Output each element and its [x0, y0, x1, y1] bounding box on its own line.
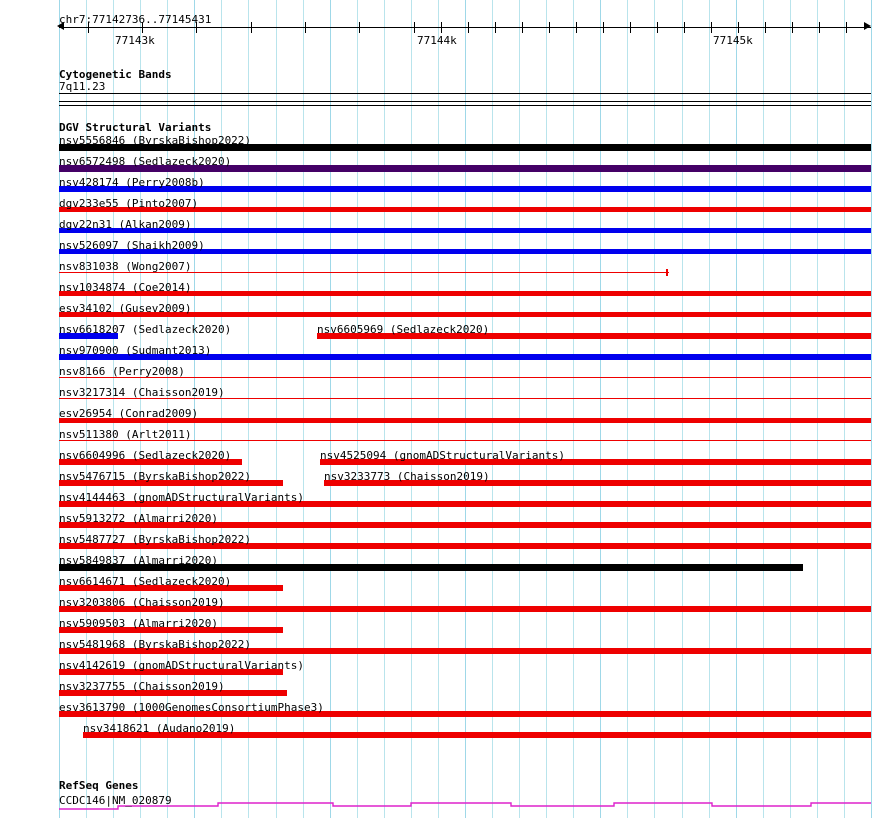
section-divider-bottom	[59, 105, 871, 106]
variant-label[interactable]: nsv5556846 (ByrskaBishop2022)	[59, 134, 252, 147]
variant-label[interactable]: nsv4144463 (gnomADStructuralVariants)	[59, 491, 305, 504]
variant-label[interactable]: nsv4142619 (gnomADStructuralVariants)	[59, 659, 305, 672]
variant-label[interactable]: esv26954 (Conrad2009)	[59, 407, 199, 420]
variant-label[interactable]: nsv428174 (Perry2008b)	[59, 176, 205, 189]
ruler-tick	[441, 22, 442, 33]
variant-label[interactable]: nsv3217314 (Chaisson2019)	[59, 386, 225, 399]
variant-bar[interactable]	[59, 480, 283, 486]
section-divider-top	[59, 101, 871, 102]
ruler-tick	[819, 22, 820, 33]
ruler-tick-label: 77145k	[713, 34, 753, 47]
ruler-tick	[846, 22, 847, 33]
variant-label[interactable]: nsv5481968 (ByrskaBishop2022)	[59, 638, 252, 651]
variant-label[interactable]: nsv6572498 (Sedlazeck2020)	[59, 155, 232, 168]
variant-label[interactable]: nsv526097 (Shaikh2009)	[59, 239, 205, 252]
variant-label[interactable]: nsv6618207 (Sedlazeck2020)	[59, 323, 232, 336]
variant-bar[interactable]	[59, 669, 283, 675]
ruler-tick	[196, 22, 197, 33]
gene-model-track[interactable]	[0, 795, 890, 818]
variant-bar[interactable]	[83, 732, 871, 738]
variant-endpoint-tick	[666, 269, 668, 276]
refseq-gene-label: CCDC146|NM_020879	[59, 794, 172, 807]
variant-label[interactable]: nsv3233773 (Chaisson2019)	[324, 470, 490, 483]
cytogenetic-band-label: 7q11.23	[59, 80, 106, 93]
ruler-tick	[468, 22, 469, 33]
variant-label[interactable]: nsv5913272 (Almarri2020)	[59, 512, 218, 525]
variant-label[interactable]: nsv5909503 (Almarri2020)	[59, 617, 218, 630]
ruler-axis-line	[59, 27, 871, 28]
variant-label[interactable]: nsv6604996 (Sedlazeck2020)	[59, 449, 232, 462]
cytogenetic-bands-title: Cytogenetic Bands	[59, 68, 172, 81]
refseq-genes-title: RefSeq Genes	[59, 779, 139, 792]
ruler-left-arrow-icon	[57, 22, 64, 30]
ruler-tick	[711, 22, 712, 33]
locus-coordinate-label: chr7:77142736..77145431	[59, 13, 212, 26]
ruler-tick	[630, 22, 631, 33]
variant-bar[interactable]	[59, 564, 803, 571]
variant-label[interactable]: nsv5476715 (ByrskaBishop2022)	[59, 470, 252, 483]
variant-label[interactable]: nsv3237755 (Chaisson2019)	[59, 680, 225, 693]
variant-label[interactable]: nsv1034874 (Coe2014)	[59, 281, 192, 294]
variant-label[interactable]: dgv233e55 (Pinto2007)	[59, 197, 199, 210]
ruler-tick	[359, 22, 360, 33]
variant-label[interactable]: nsv6605969 (Sedlazeck2020)	[317, 323, 490, 336]
ruler-tick	[305, 22, 306, 33]
ruler-tick	[657, 22, 658, 33]
ruler-tick	[576, 22, 577, 33]
variant-label[interactable]: nsv6614671 (Sedlazeck2020)	[59, 575, 232, 588]
variant-label[interactable]: nsv3418621 (Audano2019)	[83, 722, 236, 735]
ruler-tick-label: 77143k	[115, 34, 155, 47]
ruler-tick	[495, 22, 496, 33]
cytoband-baseline	[59, 93, 871, 94]
ruler-tick	[603, 22, 604, 33]
ruler-tick	[142, 22, 143, 33]
variant-bar[interactable]	[59, 333, 118, 339]
ruler-right-arrow-icon	[864, 22, 871, 30]
variant-label[interactable]: dgv22n31 (Alkan2009)	[59, 218, 192, 231]
variant-label[interactable]: nsv5487727 (ByrskaBishop2022)	[59, 533, 252, 546]
variant-label[interactable]: nsv511380 (Arlt2011)	[59, 428, 192, 441]
variant-bar[interactable]	[59, 272, 669, 273]
variant-label[interactable]: nsv5849837 (Almarri2020)	[59, 554, 218, 567]
variant-label[interactable]: nsv3203806 (Chaisson2019)	[59, 596, 225, 609]
variant-bar[interactable]	[317, 333, 871, 339]
ruler-tick	[684, 22, 685, 33]
ruler-tick	[738, 22, 739, 33]
variant-label[interactable]: nsv831038 (Wong2007)	[59, 260, 192, 273]
ruler-tick	[251, 22, 252, 33]
variant-label[interactable]: esv3613790 (1000GenomesConsortiumPhase3)	[59, 701, 324, 714]
variant-label[interactable]: nsv8166 (Perry2008)	[59, 365, 185, 378]
ruler-tick	[414, 22, 415, 33]
variant-label[interactable]: nsv4525094 (gnomADStructuralVariants)	[320, 449, 566, 462]
ruler-tick	[792, 22, 793, 33]
variant-bar[interactable]	[59, 690, 287, 696]
variant-label[interactable]: esv34102 (Gusev2009)	[59, 302, 192, 315]
variant-bar[interactable]	[59, 585, 283, 591]
variant-bar[interactable]	[320, 459, 871, 465]
ruler-tick-label: 77144k	[417, 34, 457, 47]
ruler-tick	[765, 22, 766, 33]
ruler-tick	[522, 22, 523, 33]
variant-bar[interactable]	[324, 480, 871, 486]
variant-bar[interactable]	[59, 459, 242, 465]
coordinate-ruler[interactable]: chr7:77142736..77145431 77143k 77144k 7714…	[0, 0, 890, 55]
ruler-tick	[88, 22, 89, 33]
variant-bar[interactable]	[59, 627, 283, 633]
ruler-tick	[549, 22, 550, 33]
dgv-section-title: DGV Structural Variants	[59, 121, 212, 134]
variant-label[interactable]: nsv970900 (Sudmant2013)	[59, 344, 212, 357]
gene-model-line	[59, 802, 871, 810]
